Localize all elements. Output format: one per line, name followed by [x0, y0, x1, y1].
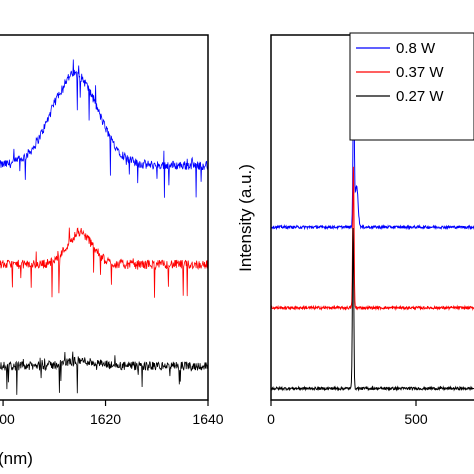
left-axes-frame	[0, 34, 209, 401]
left-panel: 600 1620 1640 (nm)	[0, 34, 224, 468]
left-x-ticks: 600 1620 1640	[0, 400, 224, 427]
right-series-line-2	[270, 227, 474, 392]
right-x-tick-label: 500	[404, 411, 428, 427]
right-x-tick-label: 0	[267, 411, 275, 427]
legend-items: 0.8 W 0.37 W 0.27 W	[356, 40, 444, 105]
left-x-axis-label: (nm)	[0, 449, 33, 468]
left-x-tick-label: 1620	[90, 411, 121, 427]
right-series-line-1	[270, 166, 474, 312]
left-x-tick-label: 600	[0, 411, 15, 427]
right-x-ticks: 0 500	[267, 400, 428, 427]
left-series-line-2	[0, 351, 209, 395]
right-panel: 0 500 Intensity (a.u.) 0.8 W 0.37 W 0.27 W	[236, 32, 474, 427]
legend: 0.8 W 0.37 W 0.27 W	[349, 32, 474, 141]
left-series-line-0	[0, 59, 209, 198]
legend-label: 0.8 W	[396, 40, 436, 57]
legend-label: 0.27 W	[396, 88, 444, 105]
legend-label: 0.37 W	[396, 64, 444, 81]
left-x-tick-label: 1640	[192, 411, 223, 427]
legend-box	[349, 32, 474, 141]
right-series-line-0	[270, 69, 474, 231]
left-series-group	[0, 59, 209, 395]
right-series-group	[270, 69, 474, 392]
right-y-axis-label: Intensity (a.u.)	[236, 164, 255, 272]
left-series-line-1	[0, 227, 209, 298]
